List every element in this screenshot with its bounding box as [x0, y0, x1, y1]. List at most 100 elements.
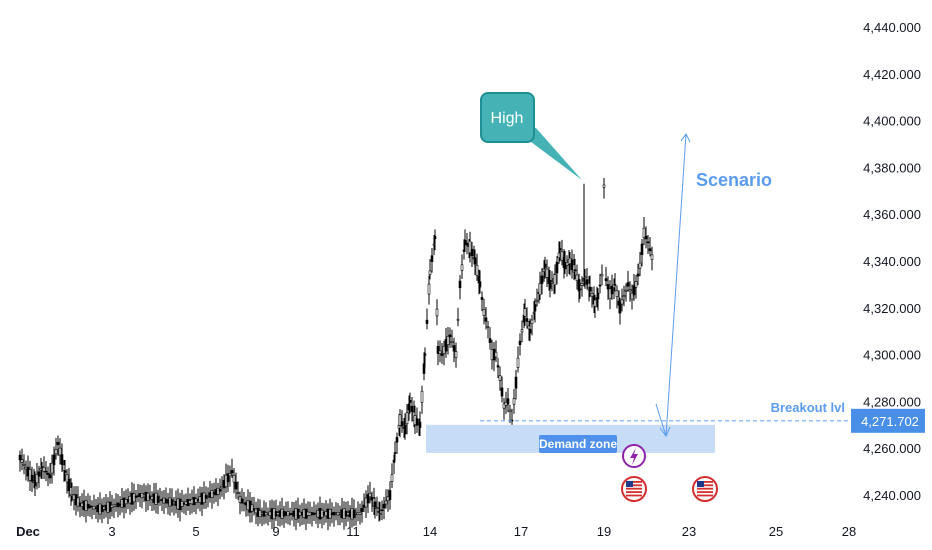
candle-body — [212, 492, 216, 495]
price-tick-label: 4,340.000 — [863, 254, 921, 269]
candle-body — [423, 353, 427, 356]
candle-body — [238, 496, 242, 503]
candle-body — [514, 376, 518, 389]
time-tick-label: Dec — [16, 524, 40, 539]
scenario-arrow[interactable] — [655, 133, 691, 437]
breakout-level-label: Breakout lvl — [771, 400, 845, 415]
candle-body — [640, 243, 644, 255]
scenario-label: Scenario — [696, 170, 772, 190]
candle-body — [180, 501, 184, 507]
price-tick-label: 4,280.000 — [863, 394, 921, 409]
candle-body — [502, 403, 506, 409]
breakout-price-text: 4,271.702 — [861, 414, 919, 429]
candle-body — [60, 454, 64, 465]
candle-body — [132, 493, 136, 503]
candle-body — [184, 501, 188, 505]
candle-body — [553, 274, 557, 286]
candle-body — [65, 474, 69, 483]
candle-body — [638, 262, 642, 269]
scenario-arrowhead-top — [680, 133, 691, 143]
candle-body — [450, 341, 454, 344]
candle-body — [516, 357, 520, 368]
candle-body — [192, 497, 196, 506]
candle-body — [236, 492, 240, 494]
candle-body — [226, 473, 230, 483]
price-tick-label: 4,240.000 — [863, 488, 921, 503]
candle-body — [602, 184, 606, 188]
candle-body — [400, 421, 404, 427]
candle-body — [454, 351, 458, 358]
candle-body — [395, 437, 399, 443]
candle-body — [634, 281, 638, 288]
candle-body — [186, 499, 190, 506]
time-axis[interactable]: Dec 3 5 9 11 14 17 19 23 25 28 — [16, 524, 856, 539]
candle-body — [140, 493, 144, 498]
candle-body — [646, 241, 650, 244]
candle-body — [190, 498, 194, 505]
us-flag-event-icon[interactable] — [621, 476, 647, 502]
high-callout[interactable]: High — [480, 92, 582, 180]
candle-body — [42, 466, 46, 472]
candle-body — [102, 506, 106, 510]
price-tick-label: 4,420.000 — [863, 67, 921, 82]
time-tick-label: 28 — [842, 524, 856, 539]
candle-body — [398, 414, 402, 426]
candle-body — [600, 273, 604, 277]
candle-body — [232, 474, 236, 483]
candle-body — [46, 472, 50, 475]
flag-canton — [626, 481, 633, 487]
candle-body — [494, 351, 498, 358]
candle-body — [388, 490, 392, 500]
candle-body — [230, 470, 234, 474]
candle-body — [636, 273, 640, 277]
candle-body — [86, 503, 90, 509]
candle-body — [520, 329, 524, 333]
candle-body — [96, 505, 100, 513]
candle-body — [210, 490, 214, 498]
candle-body — [30, 474, 34, 482]
candle-body — [624, 289, 628, 292]
candle-body — [500, 387, 504, 397]
candle-body — [446, 336, 450, 346]
candle-body — [52, 454, 56, 466]
candle-body — [128, 495, 132, 504]
candle-body — [216, 487, 220, 495]
candle-body — [606, 284, 610, 290]
candle-body — [124, 499, 128, 505]
candle-body — [435, 308, 439, 317]
candle-body — [172, 501, 176, 505]
us-flag-event-icon[interactable] — [692, 476, 718, 502]
candle-body — [613, 284, 617, 286]
price-axis[interactable]: 4,440.000 4,420.000 4,400.000 4,380.000 4,36… — [863, 20, 921, 503]
candle-body — [58, 447, 62, 456]
flag-stripe — [697, 484, 713, 487]
candle-body — [440, 353, 444, 356]
candle-body — [475, 264, 479, 276]
scenario-down-leg — [655, 133, 687, 437]
demand-zone-label-bg — [539, 435, 617, 453]
candle-body — [533, 304, 537, 312]
demand-zone-label: Demand zone — [539, 437, 617, 451]
candle-body — [104, 504, 108, 511]
candle-body — [433, 236, 437, 240]
candle-body — [98, 503, 102, 515]
candle-body — [488, 338, 492, 343]
candle-body — [222, 480, 226, 489]
candle-body — [470, 248, 474, 257]
lightning-event-icon[interactable] — [622, 444, 646, 468]
candle-body — [136, 495, 140, 497]
candle-body — [160, 499, 164, 502]
candle-body — [158, 499, 162, 501]
candle-body — [33, 480, 37, 487]
candle-body — [54, 449, 58, 455]
candle-body — [202, 492, 206, 503]
candle-body — [563, 262, 567, 270]
candle-body — [78, 502, 82, 507]
candle-body — [126, 499, 130, 503]
candle-body — [596, 292, 600, 300]
candle-body — [428, 270, 432, 275]
candle-body — [484, 317, 488, 322]
candle-body — [166, 499, 170, 504]
candle-body — [390, 474, 394, 482]
